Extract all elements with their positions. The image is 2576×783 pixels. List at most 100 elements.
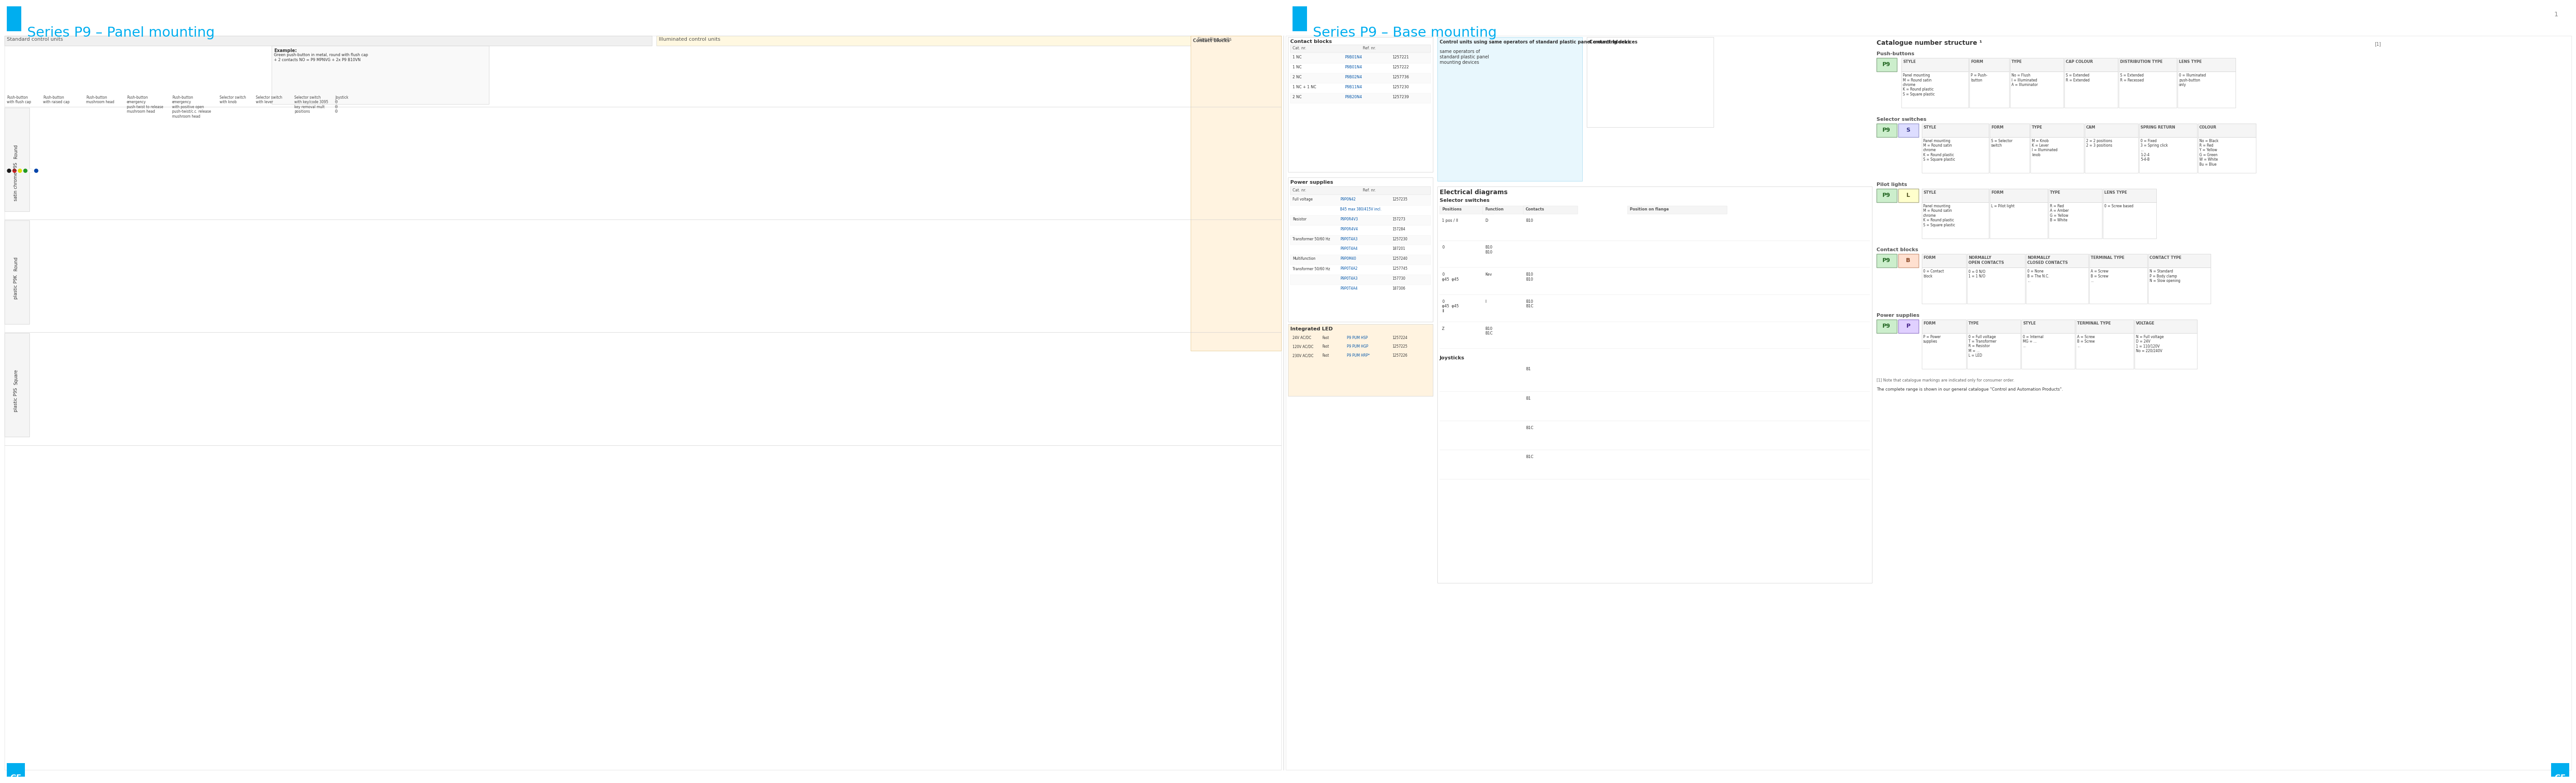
- Text: Round: Round: [13, 257, 18, 271]
- Text: 120V AC/DC: 120V AC/DC: [1293, 345, 1314, 348]
- Bar: [1291, 45, 1430, 53]
- Text: B10
B10: B10 B10: [1484, 245, 1492, 254]
- Bar: [1293, 7, 1306, 31]
- Text: plastic P9K: plastic P9K: [13, 275, 18, 299]
- Bar: [2117, 59, 2177, 72]
- Text: B10
B1C: B10 B1C: [1525, 299, 1533, 309]
- Bar: [1522, 206, 1577, 215]
- Text: P9B01N4: P9B01N4: [1345, 56, 1363, 60]
- Bar: [2550, 763, 2568, 777]
- Bar: [1291, 236, 1430, 245]
- Bar: [2025, 254, 2089, 268]
- Bar: [2136, 334, 2197, 370]
- Text: P9B20N4: P9B20N4: [1345, 95, 1363, 99]
- Text: plastic P9S: plastic P9S: [13, 388, 18, 411]
- Bar: [1922, 124, 1989, 137]
- Text: TYPE: TYPE: [2032, 125, 2043, 129]
- Bar: [1291, 196, 1430, 206]
- Text: Panel mounting
M = Round satin
chrome
K = Round plastic
S = Square plastic: Panel mounting M = Round satin chrome K …: [1924, 204, 1955, 227]
- Text: B1C: B1C: [1525, 455, 1533, 459]
- Text: Resistor: Resistor: [1293, 217, 1306, 221]
- Text: 0 = 0 N/O
1 = 1 N/O: 0 = 0 N/O 1 = 1 N/O: [1968, 269, 1986, 278]
- Text: Selector switches: Selector switches: [1440, 198, 1489, 203]
- Text: P9P0R4V3: P9P0R4V3: [1340, 217, 1358, 221]
- Bar: [1291, 74, 1430, 84]
- Text: P9 PUM HRP*: P9 PUM HRP*: [1347, 353, 1370, 358]
- Text: P9P0R4V4: P9P0R4V4: [1340, 227, 1358, 231]
- Text: 1 NC: 1 NC: [1293, 56, 1301, 60]
- Text: [1] Note that catalogue markings are indicated only for consumer order.: [1] Note that catalogue markings are ind…: [1875, 378, 2014, 382]
- Text: 0 = Screw based: 0 = Screw based: [2105, 204, 2133, 208]
- Text: FORM: FORM: [1991, 190, 2004, 194]
- Bar: [1291, 255, 1430, 265]
- Bar: [1288, 38, 1432, 172]
- Text: 1257221: 1257221: [1391, 56, 1409, 60]
- Text: No = Flush
I = Illuminated
A = Illuminator: No = Flush I = Illuminated A = Illuminat…: [2012, 74, 2038, 87]
- Bar: [2148, 268, 2210, 304]
- Text: Standard control units: Standard control units: [8, 37, 62, 41]
- Text: Fast: Fast: [1321, 345, 1329, 348]
- Text: 187306: 187306: [1391, 287, 1406, 290]
- Text: A = Screw
B = Screw
...: A = Screw B = Screw ...: [2092, 269, 2107, 283]
- Text: Electrical diagrams: Electrical diagrams: [1440, 189, 1507, 196]
- Bar: [2117, 72, 2177, 108]
- Bar: [1989, 124, 2030, 137]
- Bar: [1899, 254, 1919, 268]
- Text: R = Red
A = Amber
G = Yellow
B = White: R = Red A = Amber G = Yellow B = White: [2050, 204, 2069, 222]
- Text: P9P0T4A3: P9P0T4A3: [1340, 276, 1358, 280]
- Text: SPRING RETURN: SPRING RETURN: [2141, 125, 2174, 129]
- Bar: [2084, 124, 2138, 137]
- Text: Example:: Example:: [273, 49, 296, 52]
- Text: 157273: 157273: [1391, 217, 1406, 221]
- Bar: [1288, 324, 1432, 396]
- Text: P9: P9: [1883, 323, 1891, 329]
- Text: Push-buttons: Push-buttons: [1875, 52, 1914, 56]
- Bar: [5, 334, 28, 437]
- Bar: [2197, 124, 2257, 137]
- Bar: [2048, 203, 2102, 239]
- Text: 2 = 2 positions
2 = 3 positions: 2 = 2 positions 2 = 3 positions: [2087, 139, 2112, 147]
- Bar: [2063, 59, 2117, 72]
- Bar: [1291, 215, 1430, 226]
- Bar: [2089, 268, 2148, 304]
- Text: P9: P9: [1883, 62, 1891, 67]
- Bar: [1922, 203, 1989, 239]
- Text: + 2 contacts NO = P9 MPNVG + 2x P9 B10VN: + 2 contacts NO = P9 MPNVG + 2x P9 B10VN: [273, 58, 361, 62]
- Text: Kev: Kev: [1484, 272, 1492, 276]
- Text: LENS TYPE: LENS TYPE: [2105, 190, 2128, 194]
- Text: Power supplies: Power supplies: [1291, 180, 1334, 185]
- Text: S = Extended
R = Recessed: S = Extended R = Recessed: [2120, 74, 2143, 82]
- Bar: [2136, 319, 2197, 334]
- Text: Push-button
mushroom head: Push-button mushroom head: [85, 96, 113, 104]
- Text: Contact blocks: Contact blocks: [1193, 38, 1229, 43]
- Text: Signalling units: Signalling units: [1198, 37, 1231, 41]
- Text: P9P0T4A2: P9P0T4A2: [1340, 266, 1358, 271]
- Bar: [1901, 59, 1968, 72]
- Bar: [2030, 137, 2084, 173]
- Text: satin chrome P9S: satin chrome P9S: [13, 162, 18, 200]
- Text: 1257230: 1257230: [1391, 85, 1409, 89]
- Text: P9: P9: [1883, 258, 1891, 263]
- Bar: [2025, 268, 2089, 304]
- Text: M = Knob
K = Lever
I = Illuminated
knob: M = Knob K = Lever I = Illuminated knob: [2032, 139, 2058, 157]
- Bar: [2063, 72, 2117, 108]
- Text: P9P0N42: P9P0N42: [1340, 197, 1355, 201]
- Bar: [2102, 189, 2156, 203]
- Circle shape: [28, 169, 33, 173]
- Text: Catalogue number structure ¹: Catalogue number structure ¹: [1875, 40, 1981, 46]
- Text: STYLE: STYLE: [1924, 125, 1937, 129]
- Text: Transformer 50/60 Hz: Transformer 50/60 Hz: [1293, 236, 1329, 241]
- Text: Ref. nr.: Ref. nr.: [1363, 188, 1376, 193]
- Text: P9 PUM HGP: P9 PUM HGP: [1347, 345, 1368, 348]
- Text: P9: P9: [1883, 193, 1891, 198]
- Bar: [1195, 36, 1280, 46]
- Text: standard plastic panel: standard plastic panel: [1440, 55, 1489, 60]
- Text: Ref. nr.: Ref. nr.: [1363, 46, 1376, 50]
- Bar: [2084, 137, 2138, 173]
- Bar: [1484, 206, 1538, 215]
- Text: 0 = Full voltage
T = Transformer
R = Resistor
M = ...
L = LED: 0 = Full voltage T = Transformer R = Res…: [1968, 334, 1996, 357]
- Text: The complete range is shown in our general catalogue "Control and Automation Pro: The complete range is shown in our gener…: [1875, 388, 2063, 392]
- Bar: [1989, 189, 2048, 203]
- Text: LENS TYPE: LENS TYPE: [2179, 60, 2202, 64]
- Text: 1 NC: 1 NC: [1293, 65, 1301, 70]
